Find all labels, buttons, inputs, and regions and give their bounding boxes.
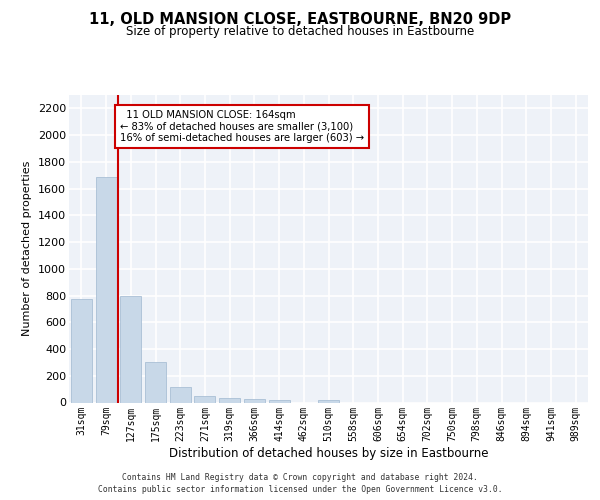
Y-axis label: Number of detached properties: Number of detached properties (22, 161, 32, 336)
Bar (120, 296, 141, 403)
Bar (194, 396, 215, 402)
Text: Size of property relative to detached houses in Eastbourne: Size of property relative to detached ho… (126, 25, 474, 38)
Bar (145, 362, 166, 403)
Bar (219, 398, 240, 402)
Bar (318, 400, 339, 402)
Bar (170, 387, 191, 402)
Bar (95, 177, 116, 402)
Bar (244, 400, 265, 402)
Text: Contains public sector information licensed under the Open Government Licence v3: Contains public sector information licen… (98, 485, 502, 494)
Bar (269, 400, 290, 402)
Text: Contains HM Land Registry data © Crown copyright and database right 2024.: Contains HM Land Registry data © Crown c… (122, 472, 478, 482)
Bar (71, 299, 92, 403)
Text: Distribution of detached houses by size in Eastbourne: Distribution of detached houses by size … (169, 448, 488, 460)
Text: 11, OLD MANSION CLOSE, EASTBOURNE, BN20 9DP: 11, OLD MANSION CLOSE, EASTBOURNE, BN20 … (89, 12, 511, 28)
Text: 11 OLD MANSION CLOSE: 164sqm
← 83% of detached houses are smaller (3,100)
16% of: 11 OLD MANSION CLOSE: 164sqm ← 83% of de… (119, 110, 364, 143)
